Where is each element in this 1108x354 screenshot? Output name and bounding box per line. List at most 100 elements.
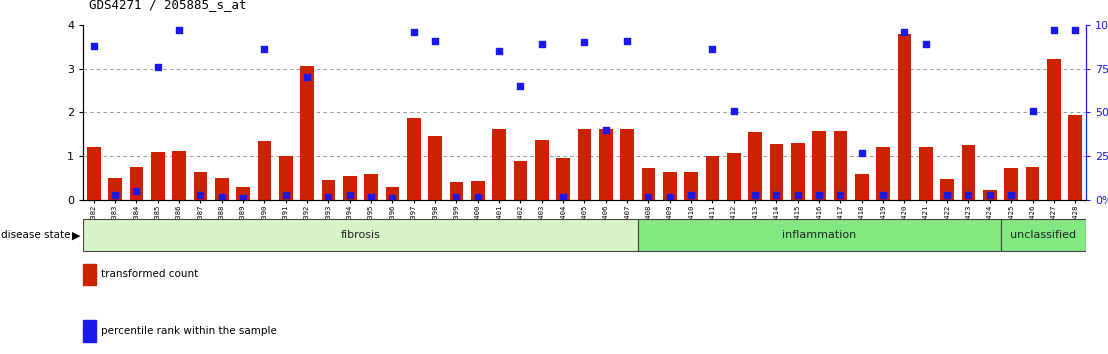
Point [576,40,594,45]
Point [404,29,422,35]
Point [661,194,679,199]
Point [192,192,209,198]
Point [341,192,359,198]
Bar [791,143,804,200]
Point [319,194,337,199]
Point [639,194,657,199]
Bar [172,151,186,200]
Bar [855,174,869,200]
Bar [109,178,122,200]
Point [810,192,828,198]
Bar [215,178,228,200]
Bar [83,219,638,251]
Bar [685,172,698,200]
Point [597,127,615,133]
Bar [236,187,250,200]
Text: disease state: disease state [1,230,71,240]
Point [747,192,765,198]
Bar [300,67,314,200]
Point [704,46,721,52]
Point [853,150,871,155]
Bar [386,187,399,200]
Bar [450,182,463,200]
Bar [983,190,997,200]
Point [832,192,850,198]
Point [1045,27,1063,33]
Point [938,192,956,198]
Bar [620,129,634,200]
Point [234,195,252,201]
Point [427,38,444,44]
Point [127,188,145,194]
Point [1066,27,1084,33]
Bar [833,131,848,200]
Point [981,192,998,198]
Point [618,38,636,44]
Point [277,192,295,198]
Bar [919,147,933,200]
Point [362,194,380,199]
Bar [770,144,783,200]
Bar [257,141,271,200]
Bar [1004,169,1018,200]
Bar [897,34,912,200]
Bar [279,156,293,200]
Bar [941,179,954,200]
Bar [727,153,741,200]
Bar [428,137,442,200]
Text: inflammation: inflammation [782,230,856,240]
Text: ▶: ▶ [72,230,81,240]
Point [85,43,103,48]
Bar [663,172,677,200]
Bar [1026,167,1039,200]
Point [448,194,465,199]
Bar [1047,59,1060,200]
Bar [492,129,506,200]
Point [469,194,486,199]
Bar [321,180,336,200]
Bar [471,181,484,200]
Text: GDS4271 / 205885_s_at: GDS4271 / 205885_s_at [89,0,246,11]
Bar [642,169,656,200]
Point [789,192,807,198]
Bar [598,129,613,200]
Bar [556,158,571,200]
Point [171,27,188,33]
Point [683,192,700,198]
Point [1024,108,1042,114]
Point [106,192,124,198]
Point [298,75,316,80]
Bar [962,145,975,200]
Bar [130,167,143,200]
Bar [194,172,207,200]
Point [725,108,742,114]
Point [554,194,572,199]
Text: unclassified: unclassified [1010,230,1076,240]
Point [917,41,935,47]
Point [256,46,274,52]
Bar [812,131,827,200]
Point [874,192,892,198]
Point [512,83,530,89]
Bar [706,156,719,200]
Text: fibrosis: fibrosis [340,230,380,240]
Point [533,41,551,47]
Bar [365,174,378,200]
Point [213,194,230,199]
Point [960,192,977,198]
Point [490,48,507,54]
Point [895,29,913,35]
Bar [407,118,421,200]
Bar [513,161,527,200]
Bar [535,139,548,200]
Bar [342,176,357,200]
Bar [151,152,165,200]
Point [768,192,786,198]
Bar [86,147,101,200]
Bar [748,132,762,200]
Bar [577,129,592,200]
Bar [1001,219,1086,251]
Point [148,64,166,70]
Point [1003,192,1020,198]
Text: transformed count: transformed count [101,269,198,279]
